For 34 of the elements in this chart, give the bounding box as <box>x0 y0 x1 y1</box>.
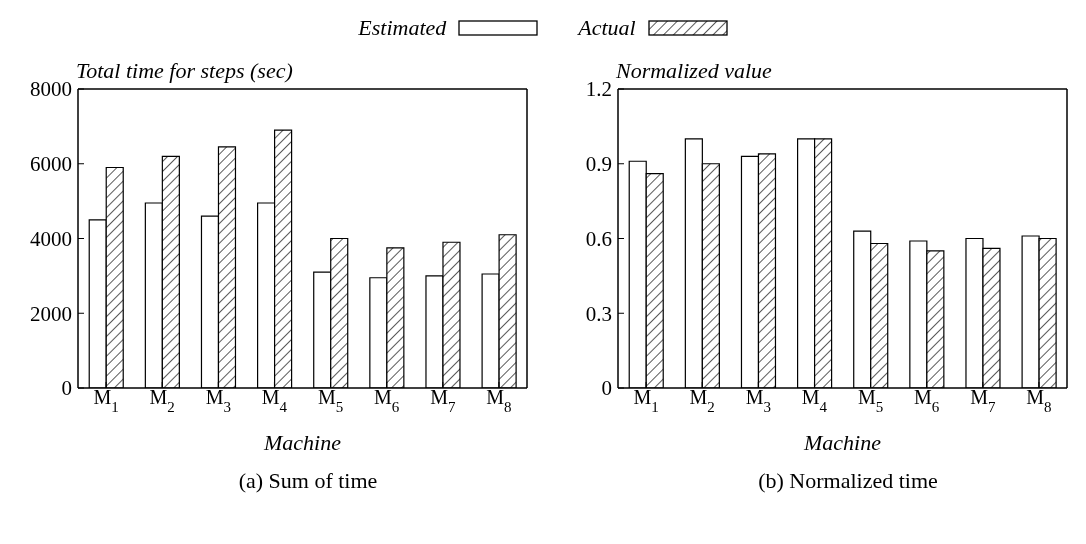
text: (b) Normalized time <box>757 468 939 494</box>
x-tick-label: M$_{2}$ <box>149 386 175 415</box>
y-axis-title: Total time for steps (sec) <box>76 58 293 84</box>
y-tick-label: 6000 <box>30 152 72 177</box>
legend-label: Estimated <box>358 15 447 41</box>
y-tick-label: 0.3 <box>585 301 612 326</box>
text: (a) Sum of time <box>237 468 379 494</box>
x-axis-title: Machine <box>263 430 342 455</box>
x-tick-label: M$_{8}$ <box>1026 386 1052 415</box>
y-tick-label: 2000 <box>30 301 72 326</box>
x-tick-label: M$_{1}$ <box>93 386 119 415</box>
x-tick-label: M$_{6}$ <box>374 386 400 415</box>
y-tick-label: 0 <box>61 376 72 401</box>
legend-label: Actual <box>578 15 636 41</box>
x-tick-label: M$_{6}$ <box>914 386 940 415</box>
y-tick-label: 1.2 <box>585 77 612 102</box>
y-tick-label: 4000 <box>30 226 72 251</box>
x-tick-label: M$_{5}$ <box>317 386 344 415</box>
y-axis-title: Normalized value <box>616 58 772 84</box>
y-tick-label: 0 <box>601 376 612 401</box>
y-tick-label: 0.6 <box>585 226 612 251</box>
x-tick-label: M$_{4}$ <box>801 386 828 415</box>
y-tick-label: 0.9 <box>585 152 612 177</box>
x-tick-label: M$_{2}$ <box>689 386 715 415</box>
y-tick-label: 8000 <box>30 77 72 102</box>
x-tick-label: M$_{3}$ <box>205 386 231 415</box>
x-tick-label: M$_{4}$ <box>261 386 288 415</box>
x-tick-label: M$_{7}$ <box>970 386 996 415</box>
x-tick-label: M$_{7}$ <box>430 386 456 415</box>
x-tick-label: M$_{3}$ <box>745 386 771 415</box>
x-tick-label: M$_{8}$ <box>486 386 512 415</box>
x-axis-title: Machine <box>803 430 882 455</box>
x-tick-label: M$_{5}$ <box>857 386 884 415</box>
x-tick-label: M$_{1}$ <box>633 386 659 415</box>
